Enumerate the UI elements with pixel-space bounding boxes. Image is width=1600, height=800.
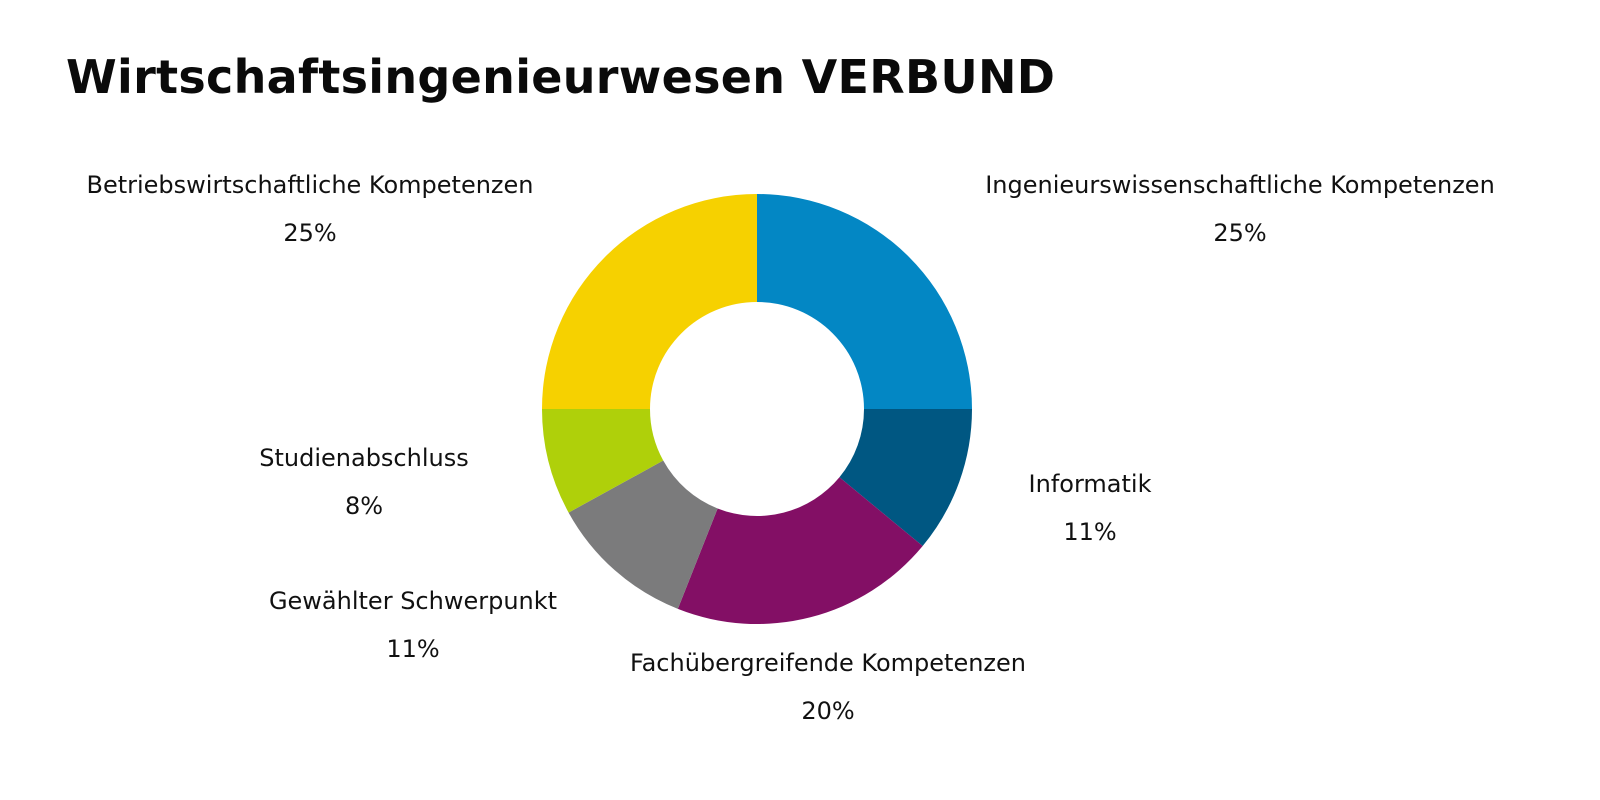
slice-name: Fachübergreifende Kompetenzen [630, 649, 1026, 677]
slice-label-fachuebergreifende-kompetenzen: Fachübergreifende Kompetenzen 20% [590, 648, 1066, 726]
slice-label-informatik: Informatik 11% [1010, 469, 1170, 547]
donut-slice-5 [542, 194, 757, 409]
slice-percent: 25% [1213, 219, 1267, 247]
slice-percent: 11% [386, 635, 440, 663]
slice-percent: 20% [801, 697, 855, 725]
donut-slice-4 [542, 409, 664, 513]
slice-percent: 11% [1063, 518, 1117, 546]
slice-percent: 8% [344, 492, 384, 520]
slice-label-studienabschluss: Studienabschluss 8% [240, 443, 488, 521]
donut-slice-2 [677, 477, 923, 624]
slice-label-ingenieurswissenschaftliche-kompetenzen: Ingenieurswissenschaftliche Kompetenzen … [960, 170, 1520, 248]
slice-label-betriebswirtschaftliche-kompetenzen: Betriebswirtschaftliche Kompetenzen 25% [50, 170, 570, 248]
slice-percent: 25% [283, 219, 337, 247]
donut-slice-0 [757, 194, 972, 409]
slice-name: Studienabschluss [259, 444, 469, 472]
chart-title: Wirtschaftsingenieurwesen VERBUND [66, 50, 1056, 104]
slice-name: Ingenieurswissenschaftliche Kompetenzen [985, 171, 1495, 199]
slice-name: Betriebswirtschaftliche Kompetenzen [86, 171, 534, 199]
slice-label-gewaehlter-schwerpunkt: Gewählter Schwerpunkt 11% [245, 586, 581, 664]
slice-name: Gewählter Schwerpunkt [268, 587, 558, 615]
donut-slice-3 [568, 460, 718, 609]
slice-name: Informatik [1028, 470, 1152, 498]
donut-slice-1 [839, 409, 972, 547]
